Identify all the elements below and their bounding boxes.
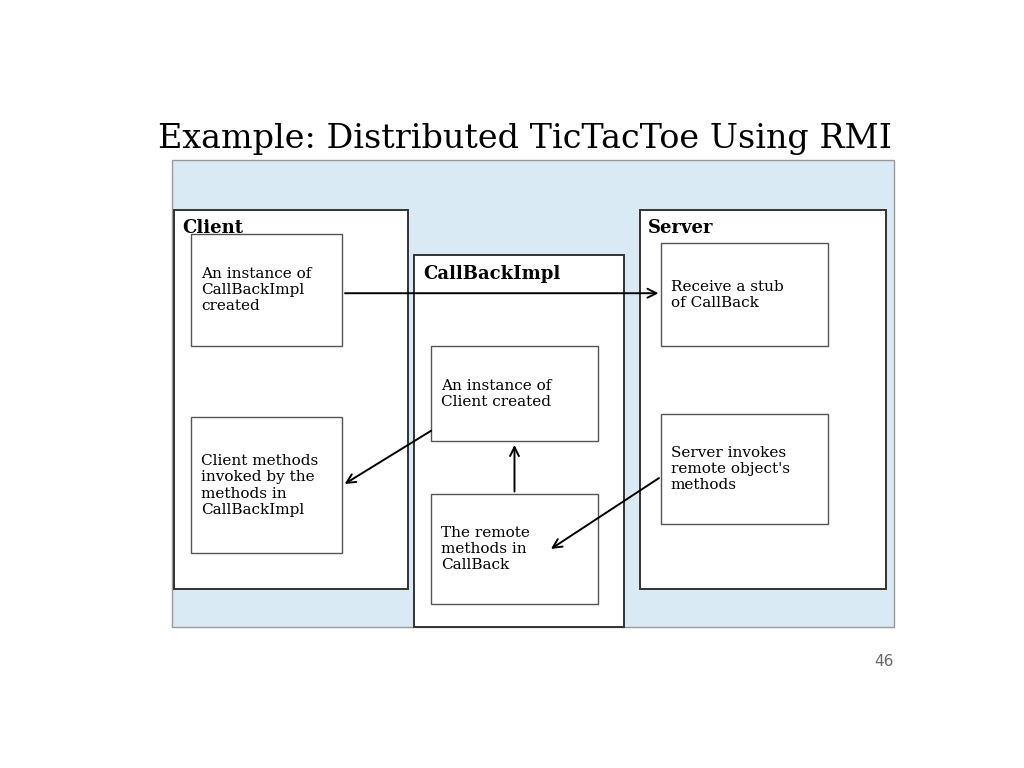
Text: Example: Distributed TicTacToe Using RMI: Example: Distributed TicTacToe Using RMI bbox=[158, 124, 892, 155]
Text: 46: 46 bbox=[874, 654, 894, 669]
Bar bbox=[662, 415, 828, 524]
Bar bbox=[662, 243, 828, 346]
Text: Server: Server bbox=[648, 220, 714, 237]
Bar bbox=[431, 495, 598, 604]
Bar bbox=[414, 255, 624, 627]
Text: Client: Client bbox=[182, 220, 243, 237]
Bar bbox=[191, 418, 342, 554]
Text: An instance of
CallBackImpl
created: An instance of CallBackImpl created bbox=[201, 267, 311, 313]
Text: Server invokes
remote object's
methods: Server invokes remote object's methods bbox=[671, 446, 790, 492]
Bar bbox=[640, 210, 886, 589]
Text: Receive a stub
of CallBack: Receive a stub of CallBack bbox=[671, 280, 783, 310]
Text: The remote
methods in
CallBack: The remote methods in CallBack bbox=[440, 526, 529, 572]
Bar bbox=[431, 346, 598, 441]
Text: An instance of
Client created: An instance of Client created bbox=[440, 379, 551, 409]
Bar bbox=[174, 210, 409, 589]
Bar bbox=[191, 234, 342, 346]
Text: CallBackImpl: CallBackImpl bbox=[423, 266, 560, 283]
Text: Client methods
invoked by the
methods in
CallBackImpl: Client methods invoked by the methods in… bbox=[201, 454, 318, 517]
Bar bbox=[172, 161, 894, 627]
